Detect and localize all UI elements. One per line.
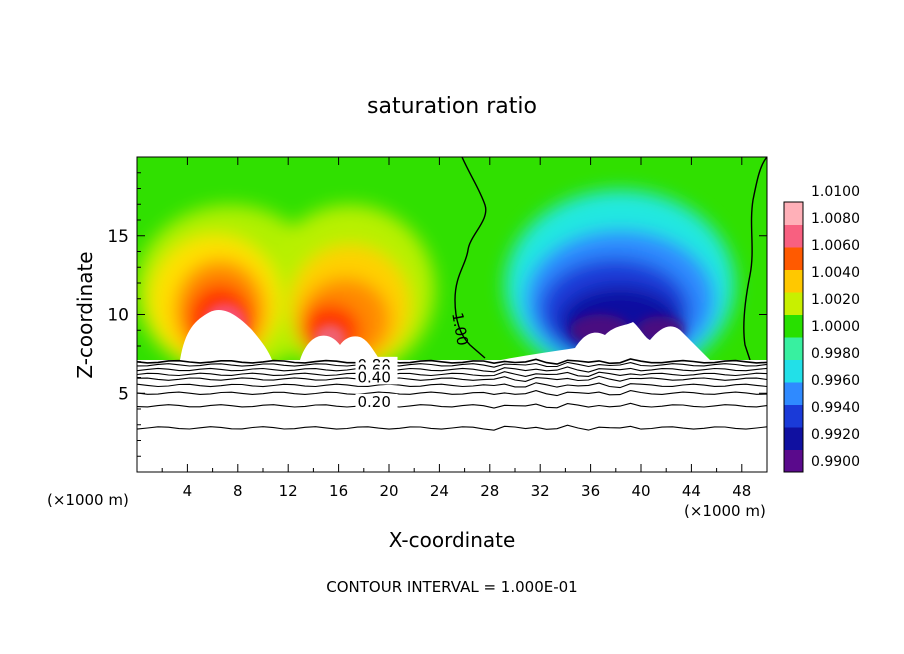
colorbar-label: 1.0000 (811, 319, 860, 335)
plot-area (137, 157, 767, 472)
lower-contour-line (137, 390, 767, 397)
x-tick-label: 16 (329, 482, 348, 500)
x-tick-label: 4 (183, 482, 193, 500)
contour-label-1-00: 1.00 (448, 311, 472, 347)
colorbar-label: 1.0020 (811, 292, 860, 308)
colorbar-swatch (784, 359, 803, 383)
lower-contour-line (137, 366, 767, 373)
x-tick-label: 44 (682, 482, 701, 500)
colorbar-label: 0.9920 (811, 427, 860, 443)
x-axis: 4 8 12 16 20 24 28 32 36 40 44 48 (161, 157, 751, 500)
colorbar-label: 1.0060 (811, 238, 860, 254)
colorbar-label: 1.0100 (811, 184, 860, 200)
lower-contour-line (137, 382, 767, 389)
cloud-region-right (490, 322, 712, 362)
colorbar-swatch (784, 269, 803, 293)
lower-contour-line (137, 375, 767, 382)
contour-interval-note: CONTOUR INTERVAL = 1.000E-01 (326, 578, 577, 596)
lower-contour-line (137, 424, 767, 431)
colorbar-swatch (784, 382, 803, 405)
contour-label-background (355, 393, 398, 409)
contour-label: 0.40 (358, 368, 391, 386)
contour-line-1-00-right (743, 157, 767, 361)
x-tick-label: 28 (480, 482, 499, 500)
lower-contour-line (137, 358, 767, 365)
cloud-region-left (180, 310, 272, 360)
lower-contour-line (137, 361, 767, 368)
contour-line-1-00-middle (454, 157, 487, 359)
x-tick-label: 32 (531, 482, 550, 500)
colorbar-label: 1.0080 (811, 211, 860, 227)
colorbar-swatch (784, 427, 803, 450)
x-axis-label: X-coordinate (389, 528, 516, 552)
lower-contour-labels: 0.800.600.400.20 (355, 356, 398, 411)
y-tick-label: 10 (107, 306, 129, 326)
lower-region (137, 360, 767, 472)
x-tick-label: 36 (581, 482, 600, 500)
colorbar-label: 0.9960 (811, 373, 860, 389)
colorbar-swatch (784, 449, 803, 473)
x-unit-right: (×1000 m) (684, 502, 766, 520)
colorbar-swatch (784, 247, 803, 270)
x-tick-label: 20 (379, 482, 398, 500)
y-axis: 5 10 15 (107, 172, 767, 457)
lower-contours (137, 358, 767, 431)
contour-label-background (355, 369, 398, 385)
colorbar-swatch (784, 202, 803, 225)
colorbar: 0.9900 0.9920 0.9940 0.9960 0.9980 1.0000 1.00… (783, 184, 860, 473)
y-tick-label: 5 (118, 384, 129, 404)
colorbar-swatch (784, 224, 803, 248)
x-tick-label: 8 (233, 482, 243, 500)
x-tick-label: 12 (279, 482, 298, 500)
colorbar-swatch (784, 314, 803, 338)
y-axis-label: Z-coordinate (73, 251, 97, 378)
colorbar-swatch (784, 404, 803, 428)
lower-contour-line (137, 371, 767, 377)
colorbar-label: 0.9940 (811, 400, 860, 416)
colorbar-label: 0.9900 (811, 454, 860, 470)
chart-title: saturation ratio (367, 94, 537, 119)
colorbar-swatch (784, 337, 803, 360)
colorbar-frame (783, 201, 804, 473)
contour-label: 0.20 (358, 393, 391, 411)
x-tick-label: 48 (732, 482, 751, 500)
x-tick-label: 24 (430, 482, 449, 500)
colorbar-label: 0.9980 (811, 346, 860, 362)
x-unit-left: (×1000 m) (47, 491, 129, 509)
lower-contour-line (137, 402, 767, 409)
colorbar-label: 1.0040 (811, 265, 860, 281)
y-tick-label: 15 (107, 227, 129, 247)
cloud-region-middle (300, 335, 380, 360)
x-tick-label: 40 (631, 482, 650, 500)
colorbar-swatch (784, 292, 803, 315)
